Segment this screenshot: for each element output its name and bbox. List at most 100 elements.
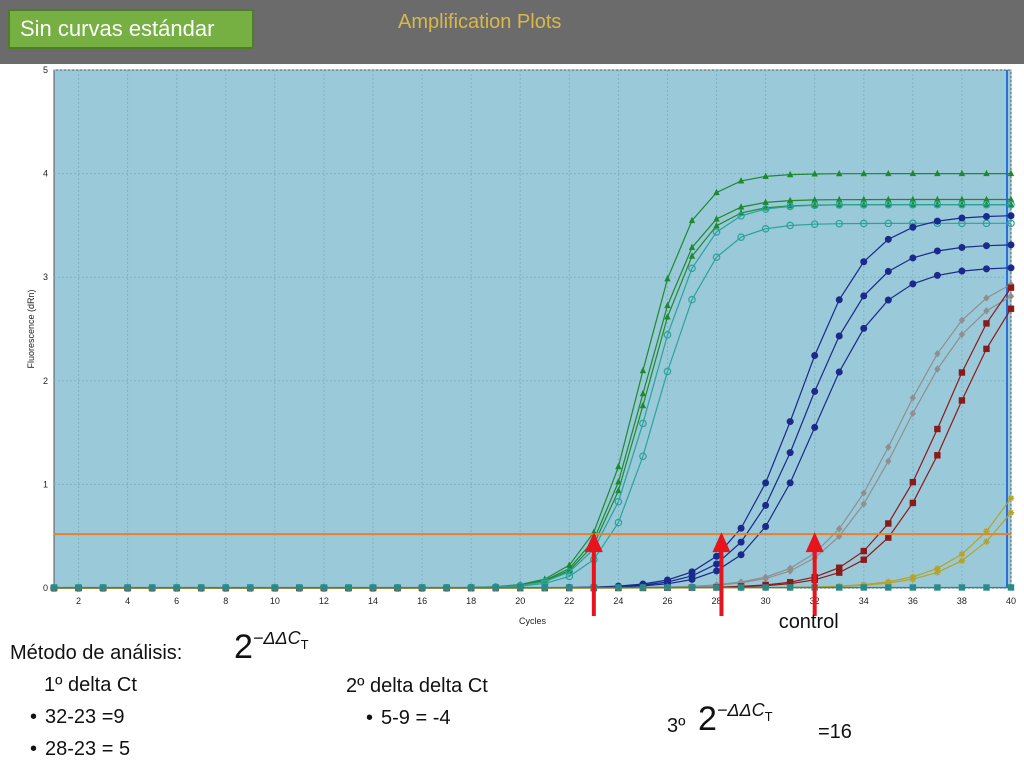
data-point <box>983 538 990 545</box>
formula-subscript: T <box>300 636 309 652</box>
x-tick-label: 38 <box>957 596 967 606</box>
x-tick-label: 4 <box>125 596 130 606</box>
data-point <box>860 200 867 208</box>
data-point <box>664 301 671 309</box>
data-point <box>885 443 892 451</box>
data-point <box>811 201 818 208</box>
data-point <box>614 497 623 506</box>
data-point <box>394 584 401 591</box>
data-point <box>885 169 892 177</box>
data-point <box>786 418 794 426</box>
data-point <box>1007 195 1015 203</box>
data-point <box>664 584 671 591</box>
data-point <box>934 584 941 591</box>
data-point <box>737 177 745 184</box>
x-tick-label: 26 <box>662 596 672 606</box>
data-point <box>983 528 990 535</box>
ct-arrow-head <box>805 532 824 553</box>
data-point <box>909 499 917 507</box>
data-point <box>909 280 917 288</box>
arrow-label-control: control <box>779 611 839 633</box>
data-point <box>982 242 990 250</box>
data-point <box>933 200 942 209</box>
data-point <box>124 584 131 591</box>
data-point <box>810 201 819 210</box>
y-axis-label: Fluorescence (dRn) <box>26 289 36 368</box>
step3-result: =16 <box>818 721 852 743</box>
data-point <box>982 219 991 228</box>
plot-background <box>53 69 1012 589</box>
data-point <box>1007 284 1015 291</box>
data-point <box>541 584 548 591</box>
data-point <box>737 524 745 532</box>
data-point <box>247 584 254 591</box>
data-point <box>737 538 745 546</box>
data-point <box>958 557 966 564</box>
step1-item-2: 28-23 = 5 <box>30 738 130 761</box>
data-point <box>983 294 990 302</box>
x-tick-label: 24 <box>613 596 623 606</box>
data-point <box>909 409 917 418</box>
data-point <box>688 295 696 304</box>
data-point <box>983 584 990 591</box>
formula-base: 2 <box>234 628 253 666</box>
data-point <box>836 532 843 541</box>
data-point <box>222 584 229 591</box>
data-point <box>885 579 892 587</box>
data-point <box>982 265 990 273</box>
data-point <box>983 195 990 203</box>
data-point <box>1007 494 1015 502</box>
data-point <box>958 214 966 222</box>
data-point <box>688 252 696 259</box>
x-tick-label: 8 <box>223 596 228 606</box>
data-point <box>836 525 843 533</box>
data-point <box>836 195 843 203</box>
data-point <box>148 584 156 591</box>
data-point <box>566 566 573 574</box>
data-point <box>982 200 991 209</box>
data-point <box>860 258 868 266</box>
data-point <box>713 560 721 568</box>
x-tick-label: 30 <box>761 596 771 606</box>
data-point <box>1007 292 1015 300</box>
plot-title: Amplification Plots <box>398 11 562 33</box>
data-point <box>75 584 82 591</box>
data-point <box>786 449 794 457</box>
data-point <box>762 198 769 205</box>
x-tick-label: 22 <box>564 596 574 606</box>
data-point <box>983 307 990 315</box>
data-point <box>713 188 720 196</box>
data-point <box>762 584 769 591</box>
x-tick-label: 28 <box>712 596 722 606</box>
data-point <box>173 584 180 591</box>
data-point <box>909 394 917 402</box>
data-point <box>615 462 622 470</box>
data-point <box>934 350 941 358</box>
data-point <box>517 584 524 591</box>
data-point <box>836 584 843 591</box>
data-point <box>836 169 843 177</box>
data-point <box>909 200 917 208</box>
data-point <box>639 584 647 591</box>
data-point <box>713 567 721 575</box>
data-point <box>884 296 892 304</box>
data-point <box>810 220 819 228</box>
data-point <box>762 501 770 509</box>
data-point <box>934 569 941 576</box>
data-point <box>934 452 941 459</box>
data-point <box>1007 264 1015 272</box>
data-point <box>934 195 941 203</box>
data-point <box>761 225 770 233</box>
data-point <box>958 584 966 591</box>
data-point <box>639 389 647 397</box>
data-point <box>713 221 720 229</box>
x-tick-label: 2 <box>76 596 81 606</box>
data-point <box>885 534 892 541</box>
y-tick-label: 5 <box>43 65 48 75</box>
data-point <box>958 200 966 208</box>
data-point <box>909 223 917 231</box>
step2-item-1: 5-9 = -4 <box>366 707 450 730</box>
data-point <box>958 169 966 177</box>
data-point <box>909 195 917 203</box>
data-point <box>836 201 843 208</box>
